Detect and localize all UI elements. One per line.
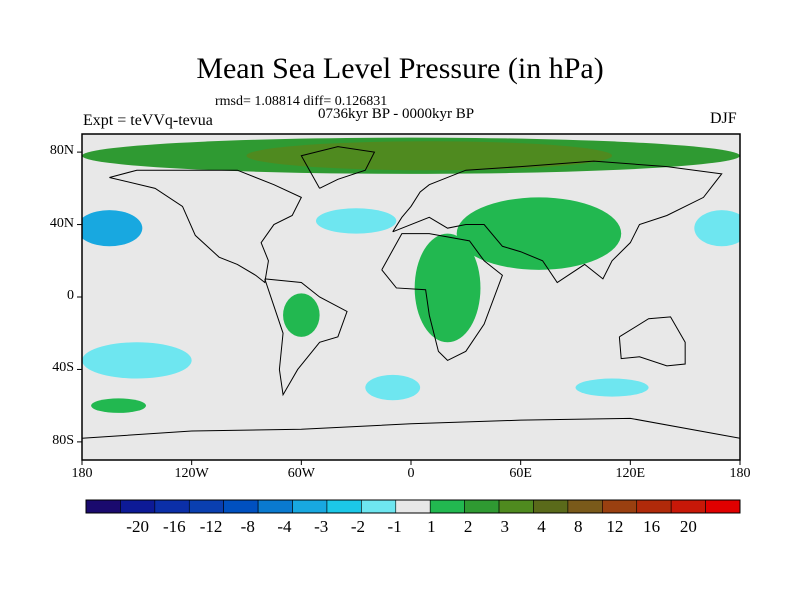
colorbar-label: -8 <box>240 517 255 536</box>
chart-title: Mean Sea Level Pressure (in hPa) <box>196 52 604 85</box>
y-tick-label: 40N <box>49 215 74 231</box>
colorbar-cell <box>533 499 569 514</box>
colorbar-cell <box>188 499 224 514</box>
coastline <box>264 278 348 397</box>
region-north-atlantic-low <box>315 208 397 234</box>
colorbar-label: -3 <box>314 517 329 536</box>
colorbar-frame <box>85 499 741 514</box>
region-africa-ridge <box>414 233 481 343</box>
x-tick-label: 180 <box>71 466 93 481</box>
region-south-atlantic-low <box>365 374 421 401</box>
region-west-pacific-low <box>694 210 740 247</box>
region-indian-ocean-low <box>575 378 649 397</box>
x-tick-label: 120E <box>615 466 646 481</box>
colorbar-cell <box>292 499 328 514</box>
colorbar-label: -12 <box>199 517 223 536</box>
colorbar-cell <box>154 499 190 514</box>
colorbar-label: 12 <box>606 517 624 536</box>
colorbar-cell <box>429 499 465 514</box>
y-tick-label: 0 <box>67 288 74 303</box>
coastline <box>381 233 503 361</box>
map-background <box>82 134 740 460</box>
region-south-america-ridge <box>283 293 320 337</box>
colorbar-cell <box>120 499 156 514</box>
colorbar-cell <box>705 499 741 514</box>
colorbar-label: 2 <box>463 517 473 536</box>
colorbar-label: 1 <box>427 517 436 536</box>
colorbar-label: 8 <box>573 517 583 536</box>
colorbar-label: 16 <box>643 517 661 536</box>
y-tick-label: 40S <box>52 360 74 376</box>
colorbar-label: -16 <box>163 517 186 536</box>
colorbar-cell <box>85 499 121 514</box>
region-siberia-ridge <box>246 141 613 171</box>
colorbar-cell <box>498 499 534 514</box>
coastlines <box>82 146 740 439</box>
colorbar-cell <box>602 499 638 514</box>
colorbar-label: 20 <box>679 517 697 536</box>
y-tick-label: 80N <box>49 143 74 159</box>
region-south-pacific-low <box>82 342 192 379</box>
region-southern-ridge <box>91 398 146 413</box>
stats-text: rmsd= 1.08814 diff= 0.126831 <box>215 94 388 109</box>
coastline <box>109 169 303 284</box>
experiment-label: Expt = teVVq-tevua <box>83 112 213 129</box>
colorbar-label: 4 <box>537 517 546 536</box>
colorbar-cell <box>326 499 362 514</box>
colorbar-label: -1 <box>387 517 402 536</box>
colorbar-cell <box>257 499 293 514</box>
season-label: DJF <box>710 110 737 127</box>
y-tick-label: 80S <box>52 432 74 448</box>
colorbar-cell <box>464 499 500 514</box>
colorbar-cell <box>636 499 672 514</box>
colorbar-cell <box>670 499 706 514</box>
region-north-pacific-low <box>82 210 143 247</box>
colorbar-label: -20 <box>126 517 149 536</box>
colorbar-cell <box>361 499 397 514</box>
x-tick-label: 60W <box>287 466 315 481</box>
colorbar-label: 3 <box>500 517 510 536</box>
colorbar-cell <box>395 499 431 514</box>
x-tick-label: 120W <box>174 466 209 481</box>
map-regions <box>82 137 740 413</box>
colorbar-cell <box>567 499 603 514</box>
x-tick-label: 180 <box>729 466 751 481</box>
period-label: 0736kyr BP - 0000kyr BP <box>318 106 475 122</box>
coastline <box>618 316 686 367</box>
coastline <box>82 417 740 439</box>
coastline <box>300 146 376 189</box>
colorbar-label: -2 <box>350 517 365 536</box>
colorbar-cell <box>223 499 259 514</box>
colorbar-label: -4 <box>277 517 292 536</box>
region-asia-ridge <box>456 197 622 270</box>
x-tick-label: 0 <box>407 466 415 481</box>
x-tick-label: 60E <box>509 466 532 481</box>
coastline <box>392 160 723 284</box>
